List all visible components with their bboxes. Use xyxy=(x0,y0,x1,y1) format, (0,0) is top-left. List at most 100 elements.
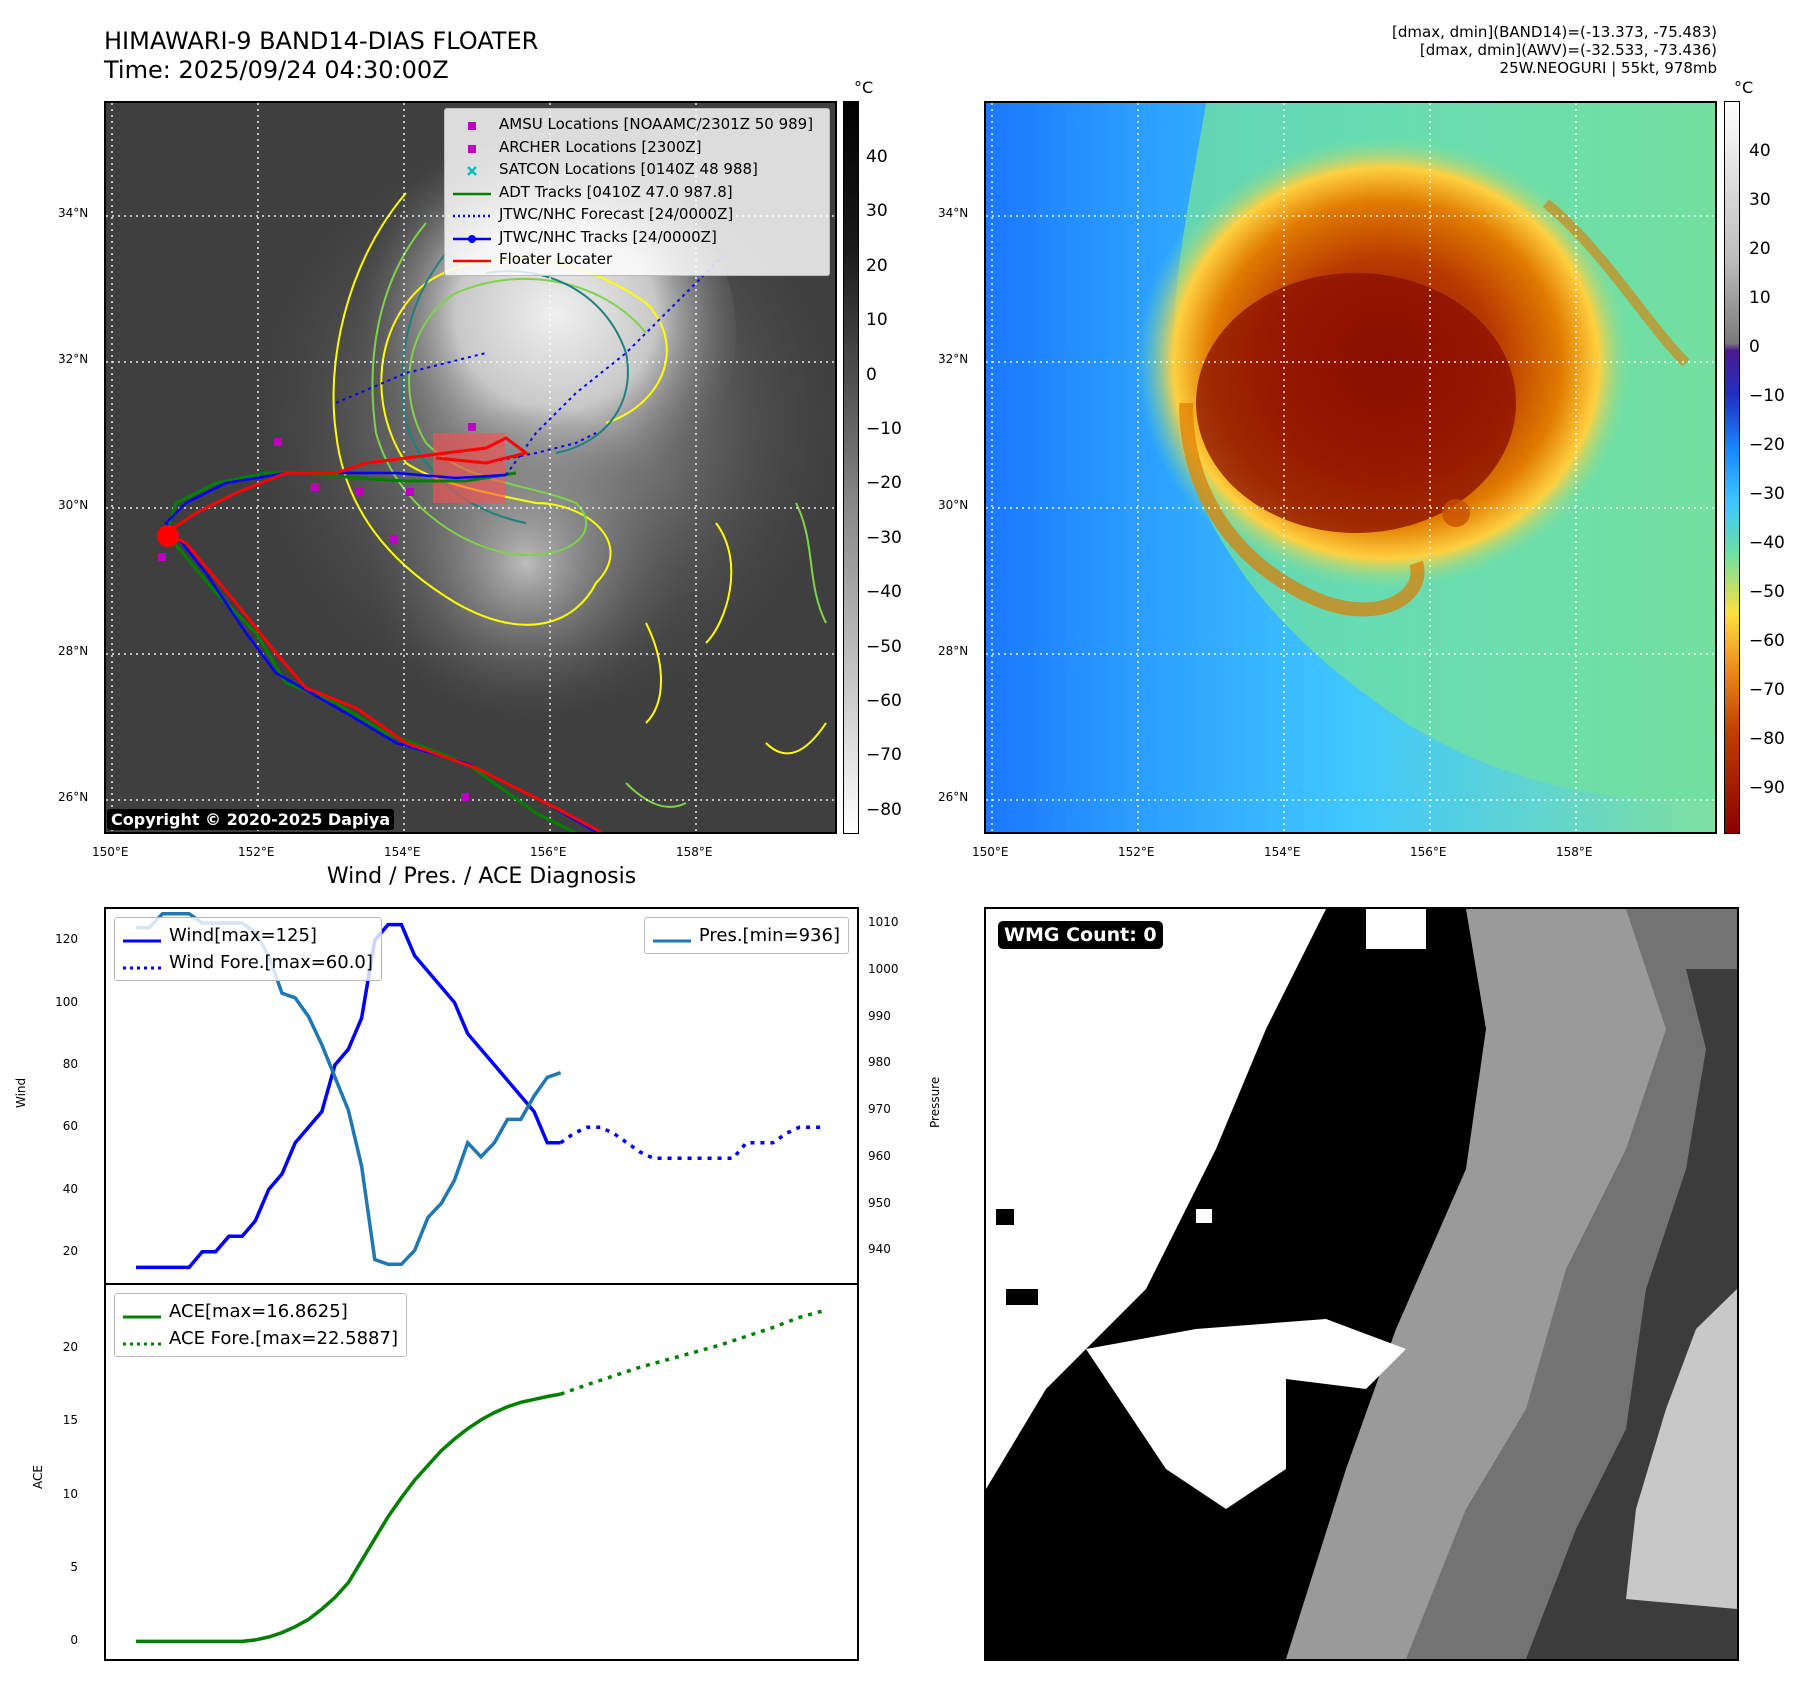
lat-tick: 34°N xyxy=(938,206,969,220)
lon-tick: 152°E xyxy=(1118,845,1155,859)
axis-tick: 960 xyxy=(868,1148,891,1163)
axis-tick: 10 xyxy=(62,1486,78,1501)
colorbar-tick: −70 xyxy=(866,745,902,766)
lon-tick: 158°E xyxy=(1556,845,1593,859)
axis-tick: 5 xyxy=(70,1560,78,1575)
axis-tick: 1010 xyxy=(868,915,899,930)
lat-tick: 30°N xyxy=(938,498,969,512)
legend-label: JTWC/NHC Tracks [24/0000Z] xyxy=(499,227,717,246)
meta-awv: [dmax, dmin](AWV)=(-32.533, -73.436) xyxy=(1419,41,1717,59)
colorbar-tick: −80 xyxy=(866,799,902,820)
colorbar-tick: 30 xyxy=(866,201,888,222)
axis-tick: 120 xyxy=(55,932,78,947)
map-legend-item: ADT Tracks [0410Z 47.0 987.8] xyxy=(453,181,821,204)
map-legend-item: AMSU Locations [NOAAMC/2301Z 50 989] xyxy=(453,113,821,136)
legend-symbol xyxy=(453,230,491,244)
axis-tick: 940 xyxy=(868,1242,891,1257)
lat-tick: 28°N xyxy=(938,644,969,658)
ir-map-panel: AMSU Locations [NOAAMC/2301Z 50 989] ARCH… xyxy=(104,101,837,834)
lat-tick: 28°N xyxy=(58,644,89,658)
axis-tick: 990 xyxy=(868,1008,891,1023)
series-line xyxy=(560,1308,827,1396)
lat-tick: 34°N xyxy=(58,206,89,220)
colorbar-tick: −90 xyxy=(1749,778,1785,798)
legend-label: JTWC/NHC Forecast [24/0000Z] xyxy=(499,205,734,223)
lat-tick: 32°N xyxy=(58,352,89,366)
colorbar-tick: −20 xyxy=(866,473,902,494)
lat-tick: 26°N xyxy=(938,790,969,804)
left-colorbar xyxy=(843,101,859,834)
legend-symbol xyxy=(453,207,491,221)
wind-axis-label: Wind xyxy=(14,1077,28,1108)
colorbar-tick: 10 xyxy=(1749,288,1771,308)
axis-tick: 40 xyxy=(62,1181,78,1196)
legend-symbol xyxy=(453,117,491,131)
ace-legend: ACE[max=16.8625] ACE Fore.[max=22.5887] xyxy=(114,1293,407,1357)
floater-track xyxy=(163,436,602,832)
right-colorbar xyxy=(1724,101,1740,834)
legend-wind-label: Wind[max=125] xyxy=(169,925,317,946)
pres-legend: Pres.[min=936] xyxy=(643,917,849,954)
axis-tick: 950 xyxy=(868,1195,891,1210)
lon-tick: 150°E xyxy=(972,845,1009,859)
lat-tick: 32°N xyxy=(938,352,969,366)
colorbar-tick: 40 xyxy=(1749,141,1771,161)
colorbar-tick: −70 xyxy=(1749,680,1785,700)
lon-tick: 156°E xyxy=(530,845,567,859)
chart-title: HIMAWARI-9 BAND14-DIAS FLOATER Time: 202… xyxy=(104,27,538,85)
colorbar-tick: 20 xyxy=(866,255,888,276)
lon-tick: 150°E xyxy=(92,845,129,859)
map-legend-item: JTWC/NHC Tracks [24/0000Z] xyxy=(453,226,821,249)
legend-label: AMSU Locations [NOAAMC/2301Z 50 989] xyxy=(499,115,814,133)
storm-meta: [dmax, dmin](BAND14)=(-13.373, -75.483) … xyxy=(1392,23,1717,77)
colorbar-tick: −50 xyxy=(866,636,902,657)
legend-label: SATCON Locations [0140Z 48 988] xyxy=(499,160,758,178)
colorbar-tick: −60 xyxy=(866,691,902,711)
awv-map-image xyxy=(986,103,1715,832)
wind-legend: Wind[max=125] Wind Fore.[max=60.0] xyxy=(114,917,382,981)
map-legend-item: JTWC/NHC Forecast [24/0000Z] xyxy=(453,203,821,226)
axis-tick: 1000 xyxy=(868,961,899,976)
axis-tick: 20 xyxy=(62,1243,78,1258)
lon-tick: 158°E xyxy=(676,845,713,859)
colorbar-tick: −40 xyxy=(1749,533,1785,553)
wmg-count-badge: WMG Count: 0 xyxy=(998,921,1163,949)
colorbar-tick: −50 xyxy=(1749,582,1785,602)
meta-band14: [dmax, dmin](BAND14)=(-13.373, -75.483) xyxy=(1392,23,1717,41)
map-legend-item: ARCHER Locations [2300Z] xyxy=(453,136,821,159)
legend-ace-label: ACE[max=16.8625] xyxy=(169,1301,348,1322)
colorbar-tick: −30 xyxy=(866,527,902,548)
legend-symbol xyxy=(453,140,491,154)
jtwc-forecast-a xyxy=(505,252,727,476)
colorbar-tick: 40 xyxy=(866,147,888,167)
colorbar-tick: 0 xyxy=(866,364,877,385)
axis-tick: 60 xyxy=(62,1119,78,1134)
colorbar-tick: −60 xyxy=(1749,631,1785,651)
title-line-2: Time: 2025/09/24 04:30:00Z xyxy=(104,56,449,84)
pressure-axis-label: Pressure xyxy=(928,1076,942,1128)
wmg-image xyxy=(986,909,1737,1659)
lon-tick: 156°E xyxy=(1410,845,1447,859)
colorbar-tick: 30 xyxy=(1749,190,1771,210)
diagnosis-title: Wind / Pres. / ACE Diagnosis xyxy=(326,864,637,889)
meta-storm: 25W.NEOGURI | 55kt, 978mb xyxy=(1499,59,1717,77)
map-legend: AMSU Locations [NOAAMC/2301Z 50 989] ARCH… xyxy=(444,108,830,276)
legend-wind-fore-label: Wind Fore.[max=60.0] xyxy=(169,952,373,973)
series-line xyxy=(136,1392,561,1644)
lat-tick: 30°N xyxy=(58,498,89,512)
ace-svg xyxy=(136,1308,827,1644)
wind-pressure-plot: Wind[max=125] Wind Fore.[max=60.0] Pres.… xyxy=(104,907,859,1285)
axis-tick: 0 xyxy=(70,1633,78,1648)
lon-tick: 154°E xyxy=(384,845,421,859)
lat-tick: 26°N xyxy=(58,790,89,804)
legend-ace-fore-label: ACE Fore.[max=22.5887] xyxy=(169,1328,398,1349)
legend-label: ARCHER Locations [2300Z] xyxy=(499,137,702,156)
legend-label: Floater Locater xyxy=(499,250,613,268)
legend-symbol xyxy=(453,185,491,199)
colorbar-tick: −10 xyxy=(866,419,902,439)
wmg-panel: WMG Count: 0 xyxy=(984,907,1739,1661)
map-legend-item: SATCON Locations [0140Z 48 988] xyxy=(453,158,821,181)
axis-tick: 970 xyxy=(868,1102,891,1117)
copyright-badge: Copyright © 2020-2025 Dapiya xyxy=(107,809,395,830)
jtwc-forecast-b xyxy=(485,432,597,464)
